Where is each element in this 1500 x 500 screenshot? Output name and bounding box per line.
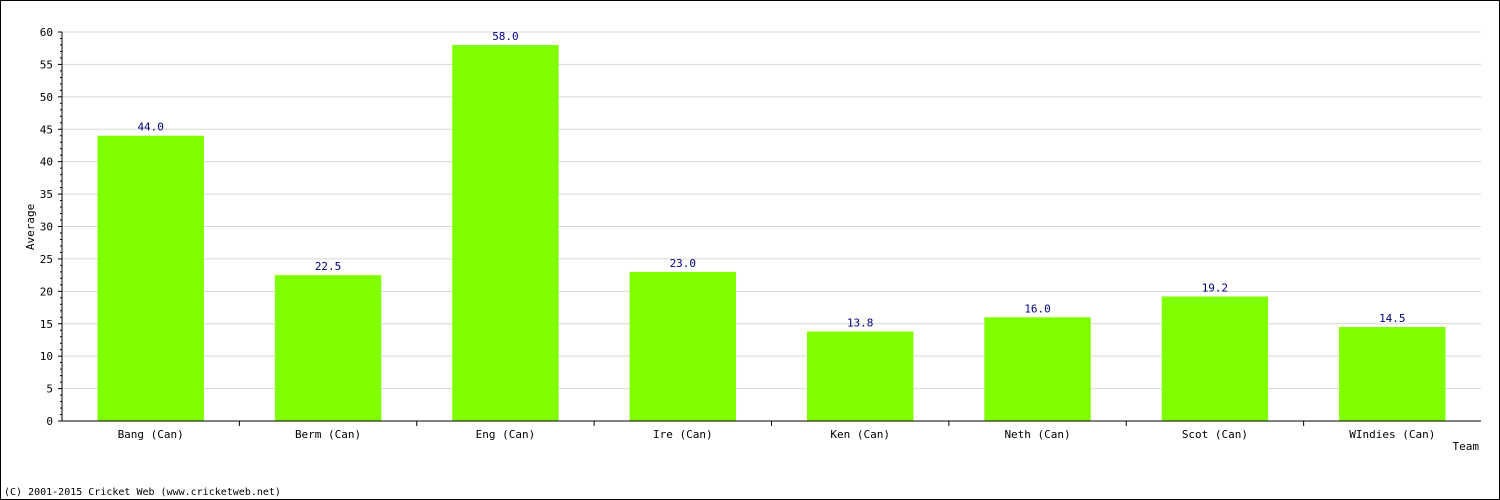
y-tick-label: 50 bbox=[40, 91, 53, 104]
y-tick-label: 45 bbox=[40, 123, 53, 136]
bar-value-label: 19.2 bbox=[1202, 282, 1229, 295]
y-tick-label: 30 bbox=[40, 221, 53, 234]
labels: 0 5 10 15 20 25 30 35 40 45 50 55 60 44.0 Bang (Can) 22… bbox=[40, 26, 1436, 441]
bar bbox=[806, 331, 914, 421]
x-tick-label: Bang (Can) bbox=[118, 428, 184, 441]
x-tick-label: Scot (Can) bbox=[1182, 428, 1248, 441]
axes bbox=[58, 31, 1481, 426]
y-tick-label: 60 bbox=[40, 26, 53, 39]
bar-value-label: 23.0 bbox=[670, 257, 697, 270]
bar-value-label: 22.5 bbox=[315, 260, 342, 273]
bar bbox=[1161, 296, 1269, 421]
x-tick-label: Neth (Can) bbox=[1004, 428, 1070, 441]
y-tick-label: 55 bbox=[40, 58, 53, 71]
y-tick-label: 15 bbox=[40, 318, 53, 331]
x-tick-label: Ken (Can) bbox=[830, 428, 890, 441]
y-tick-label: 20 bbox=[40, 285, 53, 298]
bar bbox=[984, 317, 1091, 421]
y-tick-label: 5 bbox=[46, 383, 53, 396]
x-tick-label: Eng (Can) bbox=[476, 428, 536, 441]
y-axis-title: Average bbox=[24, 204, 37, 250]
y-tick-label: 0 bbox=[46, 415, 53, 428]
x-tick-label: Berm (Can) bbox=[295, 428, 361, 441]
bar bbox=[629, 271, 737, 421]
y-tick-label: 35 bbox=[40, 188, 53, 201]
bars bbox=[97, 44, 1446, 421]
y-tick-label: 25 bbox=[40, 253, 53, 266]
y-tick-label: 40 bbox=[40, 156, 53, 169]
bar-value-label: 44.0 bbox=[137, 121, 164, 134]
bar bbox=[452, 44, 559, 421]
bar-value-label: 13.8 bbox=[847, 317, 874, 330]
bar bbox=[97, 135, 204, 421]
bar bbox=[1339, 326, 1446, 421]
bar bbox=[274, 275, 382, 421]
x-tick-label: WIndies (Can) bbox=[1349, 428, 1435, 441]
x-axis-title: Team bbox=[1453, 440, 1480, 453]
x-tick-label: Ire (Can) bbox=[653, 428, 713, 441]
bar-value-label: 58.0 bbox=[492, 30, 519, 43]
copyright-text: (C) 2001-2015 Cricket Web (www.cricketwe… bbox=[4, 487, 281, 498]
y-tick-label: 10 bbox=[40, 350, 53, 363]
bar-value-label: 16.0 bbox=[1024, 302, 1051, 315]
bar-value-label: 14.5 bbox=[1379, 312, 1406, 325]
